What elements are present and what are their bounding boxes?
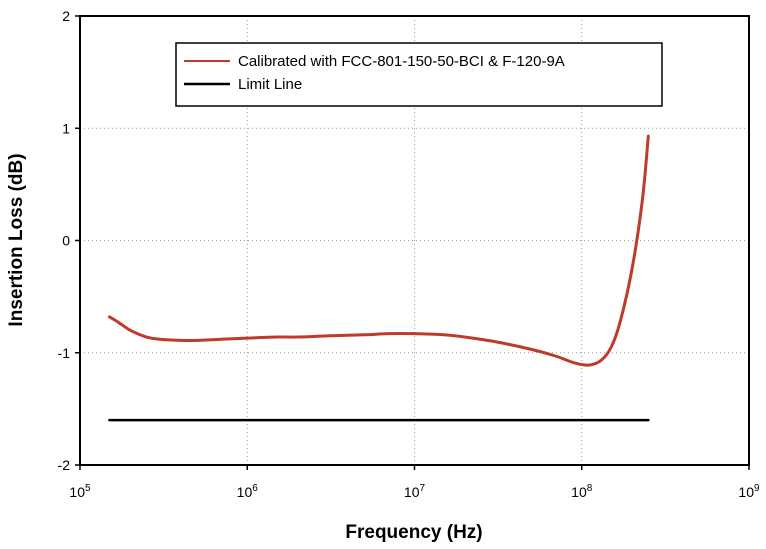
y-tick-label: -2 <box>58 457 71 473</box>
series-line-calibrated <box>107 134 650 367</box>
x-tick-label: 109 <box>738 483 760 500</box>
x-tick-label: 108 <box>571 483 593 500</box>
y-tick-label: 1 <box>62 120 70 136</box>
axis-ticks: 2 1 0 -1 -2 105 106 107 108 109 <box>58 8 760 500</box>
y-tick-label: -1 <box>58 345 71 361</box>
legend: Calibrated with FCC-801-150-50-BCI & F-1… <box>175 42 663 107</box>
grid <box>80 16 749 465</box>
x-axis-label: Frequency (Hz) <box>345 522 482 543</box>
x-tick-label: 107 <box>404 483 426 500</box>
legend-label-limit-line: Limit Line <box>238 76 302 93</box>
y-axis-label: Insertion Loss (dB) <box>6 153 27 326</box>
x-tick-label: 106 <box>237 483 259 500</box>
plot-series <box>107 134 650 422</box>
y-tick-label: 0 <box>62 233 70 249</box>
legend-box <box>175 42 663 107</box>
legend-label-calibrated: Calibrated with FCC-801-150-50-BCI & F-1… <box>238 53 565 70</box>
x-tick-label: 105 <box>69 483 91 500</box>
y-tick-label: 2 <box>62 8 70 24</box>
